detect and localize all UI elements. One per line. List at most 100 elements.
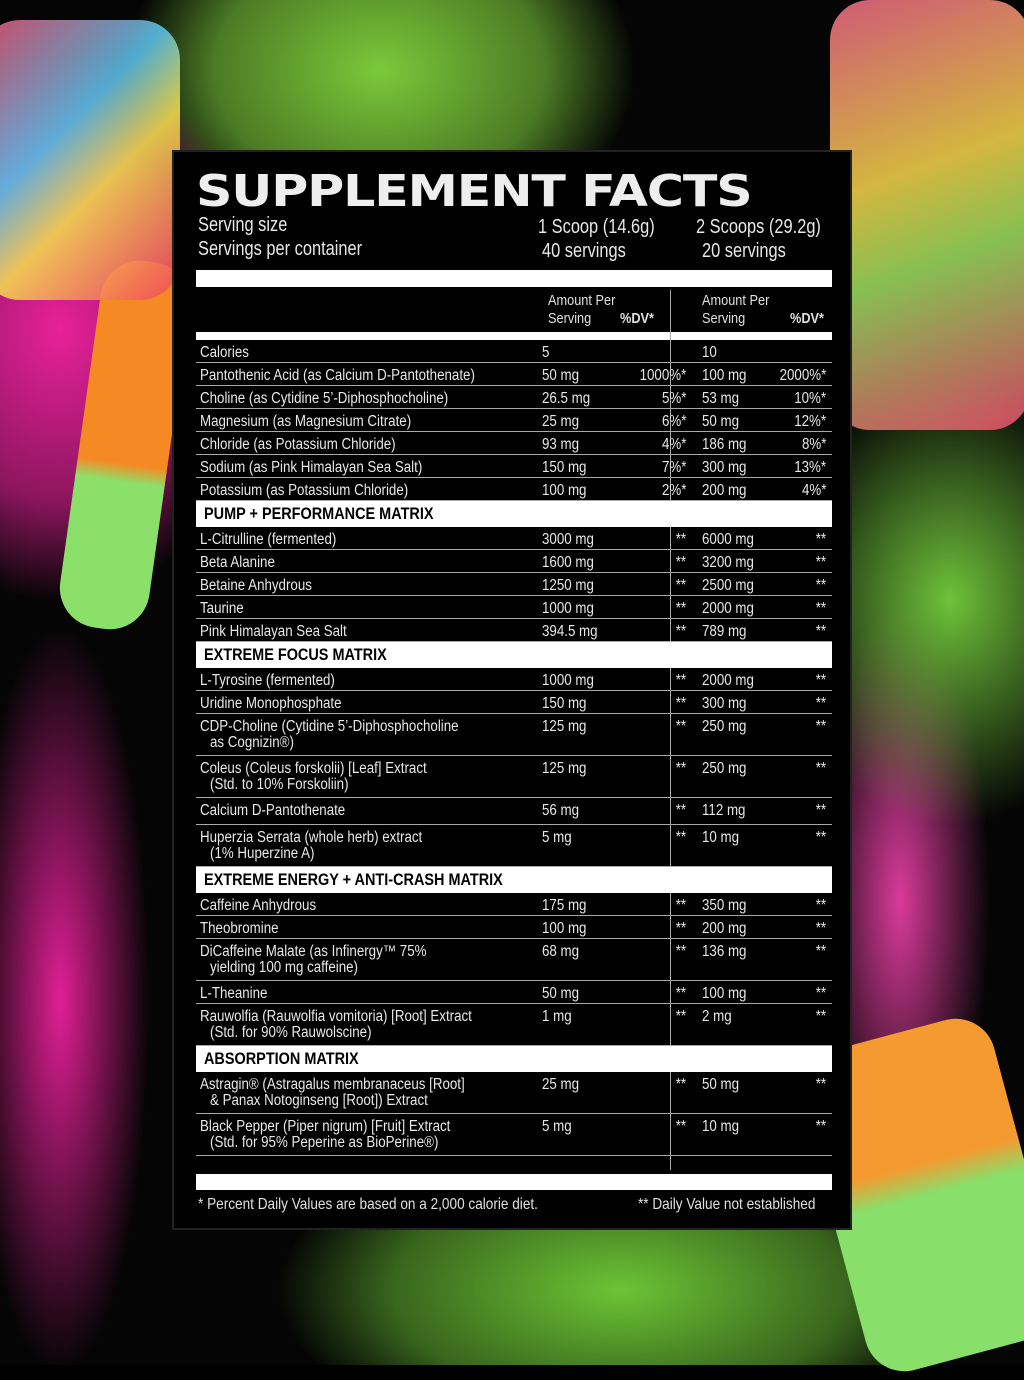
col1-amount: 93 mg [542, 436, 580, 453]
divider-bar [196, 332, 832, 340]
col2-amount: 10 mg [702, 1118, 740, 1135]
section-header: ABSORPTION MATRIX [196, 1046, 832, 1072]
col1-dv: ** [675, 1118, 686, 1135]
nutrient-name: Calories [200, 344, 249, 361]
col1-amount: 56 mg [542, 802, 580, 819]
col1-amount: 150 mg [542, 695, 587, 712]
col2-serving-header: Serving [702, 310, 746, 327]
col2-amount: 6000 mg [702, 531, 754, 548]
col2-amount-header: Amount Per [702, 292, 770, 309]
nutrient-row: Rauwolfia (Rauwolfia vomitoria) [Root] E… [196, 1004, 832, 1046]
nutrient-row: Theobromine 100 mg ** 200 mg ** [196, 916, 832, 939]
col1-dv: ** [675, 718, 686, 735]
col1-amount: 5 mg [542, 829, 572, 846]
col2-amount: 250 mg [702, 760, 747, 777]
col1-amount: 50 mg [542, 367, 580, 384]
nutrient-row: Black Pepper (Piper nigrum) [Fruit] Extr… [196, 1114, 832, 1156]
col1-dv: 4%* [661, 436, 686, 453]
nutrient-name-detail: (1% Huperzine A) [210, 845, 315, 862]
nutrient-name: Theobromine [200, 920, 279, 937]
serving-size-label: Serving size [198, 214, 288, 236]
nutrient-row: Coleus (Coleus forskolii) [Leaf] Extract… [196, 756, 832, 798]
nutrient-name: DiCaffeine Malate (as Infinergy™ 75% [200, 943, 427, 960]
col2-dv: ** [815, 1118, 826, 1135]
nutrient-row: Taurine 1000 mg ** 2000 mg ** [196, 596, 832, 619]
col1-amount: 175 mg [542, 897, 587, 914]
col2-amount: 250 mg [702, 718, 747, 735]
col2-amount: 53 mg [702, 390, 740, 407]
nutrient-row: Potassium (as Potassium Chloride) 100 mg 2… [196, 478, 832, 501]
col1-amount: 1250 mg [542, 577, 594, 594]
nutrient-name-detail: as Cognizin®) [210, 734, 294, 751]
column-divider [670, 290, 671, 1170]
nutrient-name: Taurine [200, 600, 244, 617]
col2-dv: ** [815, 672, 826, 689]
nutrient-row: Astragin® (Astragalus membranaceus [Root… [196, 1072, 832, 1114]
col1-dv-header: %DV* [620, 310, 655, 327]
col1-dv: 5%* [661, 390, 686, 407]
col2-dv: ** [815, 1008, 826, 1025]
col1-amount: 1000 mg [542, 672, 594, 689]
nutrient-row: Sodium (as Pink Himalayan Sea Salt) 150 m… [196, 455, 832, 478]
nutrient-row: CDP-Choline (Cytidine 5’-Diphosphocholin… [196, 714, 832, 756]
col2-servings-count: 20 servings [702, 240, 786, 262]
section-header: EXTREME ENERGY + ANTI-CRASH MATRIX [196, 867, 832, 893]
col2-amount: 112 mg [702, 802, 746, 819]
nutrient-row: L-Tyrosine (fermented) 1000 mg ** 2000 mg ** [196, 668, 832, 691]
col2-amount: 100 mg [702, 367, 747, 384]
supplement-facts-panel: SUPPLEMENT FACTS Serving size Servings p… [172, 150, 852, 1230]
col1-amount: 5 [542, 344, 550, 361]
col1-dv: 6%* [661, 413, 686, 430]
col2-dv: 10%* [794, 390, 826, 407]
panel-title: SUPPLEMENT FACTS [196, 166, 753, 217]
nutrient-row: Betaine Anhydrous 1250 mg ** 2500 mg ** [196, 573, 832, 596]
nutrient-name: Beta Alanine [200, 554, 275, 571]
col1-dv: 7%* [661, 459, 686, 476]
col2-amount: 789 mg [702, 623, 747, 640]
nutrient-row: Calories 5 10 [196, 340, 832, 363]
nutrient-row: L-Theanine 50 mg ** 100 mg ** [196, 981, 832, 1004]
nutrient-name: L-Theanine [200, 985, 268, 1002]
col2-dv-header: %DV* [790, 310, 825, 327]
gummy-worm-image [0, 20, 180, 300]
col1-dv: ** [675, 695, 686, 712]
col2-amount: 2 mg [702, 1008, 732, 1025]
nutrient-name-detail: yielding 100 mg caffeine) [210, 959, 358, 976]
col2-amount: 2000 mg [702, 600, 754, 617]
divider-bar [196, 270, 832, 287]
nutrient-row: Magnesium (as Magnesium Citrate) 25 mg 6%*… [196, 409, 832, 432]
col1-dv: ** [675, 600, 686, 617]
nutrient-row: Caffeine Anhydrous 175 mg ** 350 mg ** [196, 893, 832, 916]
col2-amount: 100 mg [702, 985, 747, 1002]
nutrient-name: Huperzia Serrata (whole herb) extract [200, 829, 423, 846]
col2-dv: 13%* [794, 459, 826, 476]
col1-dv: ** [675, 531, 686, 548]
section-title: PUMP + PERFORMANCE MATRIX [204, 504, 434, 523]
col1-dv: ** [675, 623, 686, 640]
col2-amount: 10 mg [702, 829, 740, 846]
col1-amount: 25 mg [542, 413, 580, 430]
nutrient-row: Pink Himalayan Sea Salt 394.5 mg ** 789 mg *… [196, 619, 832, 642]
nutrient-row: DiCaffeine Malate (as Infinergy™ 75% yiel… [196, 939, 832, 981]
col2-amount: 2000 mg [702, 672, 754, 689]
nutrient-row: Pantothenic Acid (as Calcium D-Pantothen… [196, 363, 832, 386]
nutrient-row: Beta Alanine 1600 mg ** 3200 mg ** [196, 550, 832, 573]
footnote-not-established: ** Daily Value not established [638, 1196, 816, 1213]
col1-servings-count: 40 servings [542, 240, 626, 262]
col1-amount: 125 mg [542, 760, 587, 777]
col2-serving-size: 2 Scoops (29.2g) [696, 216, 821, 238]
col2-dv: ** [815, 897, 826, 914]
col2-dv: ** [815, 760, 826, 777]
col2-dv: 8%* [801, 436, 826, 453]
section-title: EXTREME FOCUS MATRIX [204, 645, 387, 664]
nutrient-name: Calcium D-Pantothenate [200, 802, 346, 819]
nutrient-name: Coleus (Coleus forskolii) [Leaf] Extract [200, 760, 427, 777]
divider-bar [196, 1174, 832, 1190]
nutrient-name-detail: (Std. for 90% Rauwolscine) [210, 1024, 372, 1041]
nutrient-name: Astragin® (Astragalus membranaceus [Root… [200, 1076, 465, 1093]
col1-dv: 2%* [661, 482, 686, 499]
col2-dv: ** [815, 600, 826, 617]
nutrient-row: L-Citrulline (fermented) 3000 mg ** 6000 mg… [196, 527, 832, 550]
nutrient-name-detail: & Panax Notoginseng [Root]) Extract [210, 1092, 428, 1109]
col1-amount: 25 mg [542, 1076, 580, 1093]
